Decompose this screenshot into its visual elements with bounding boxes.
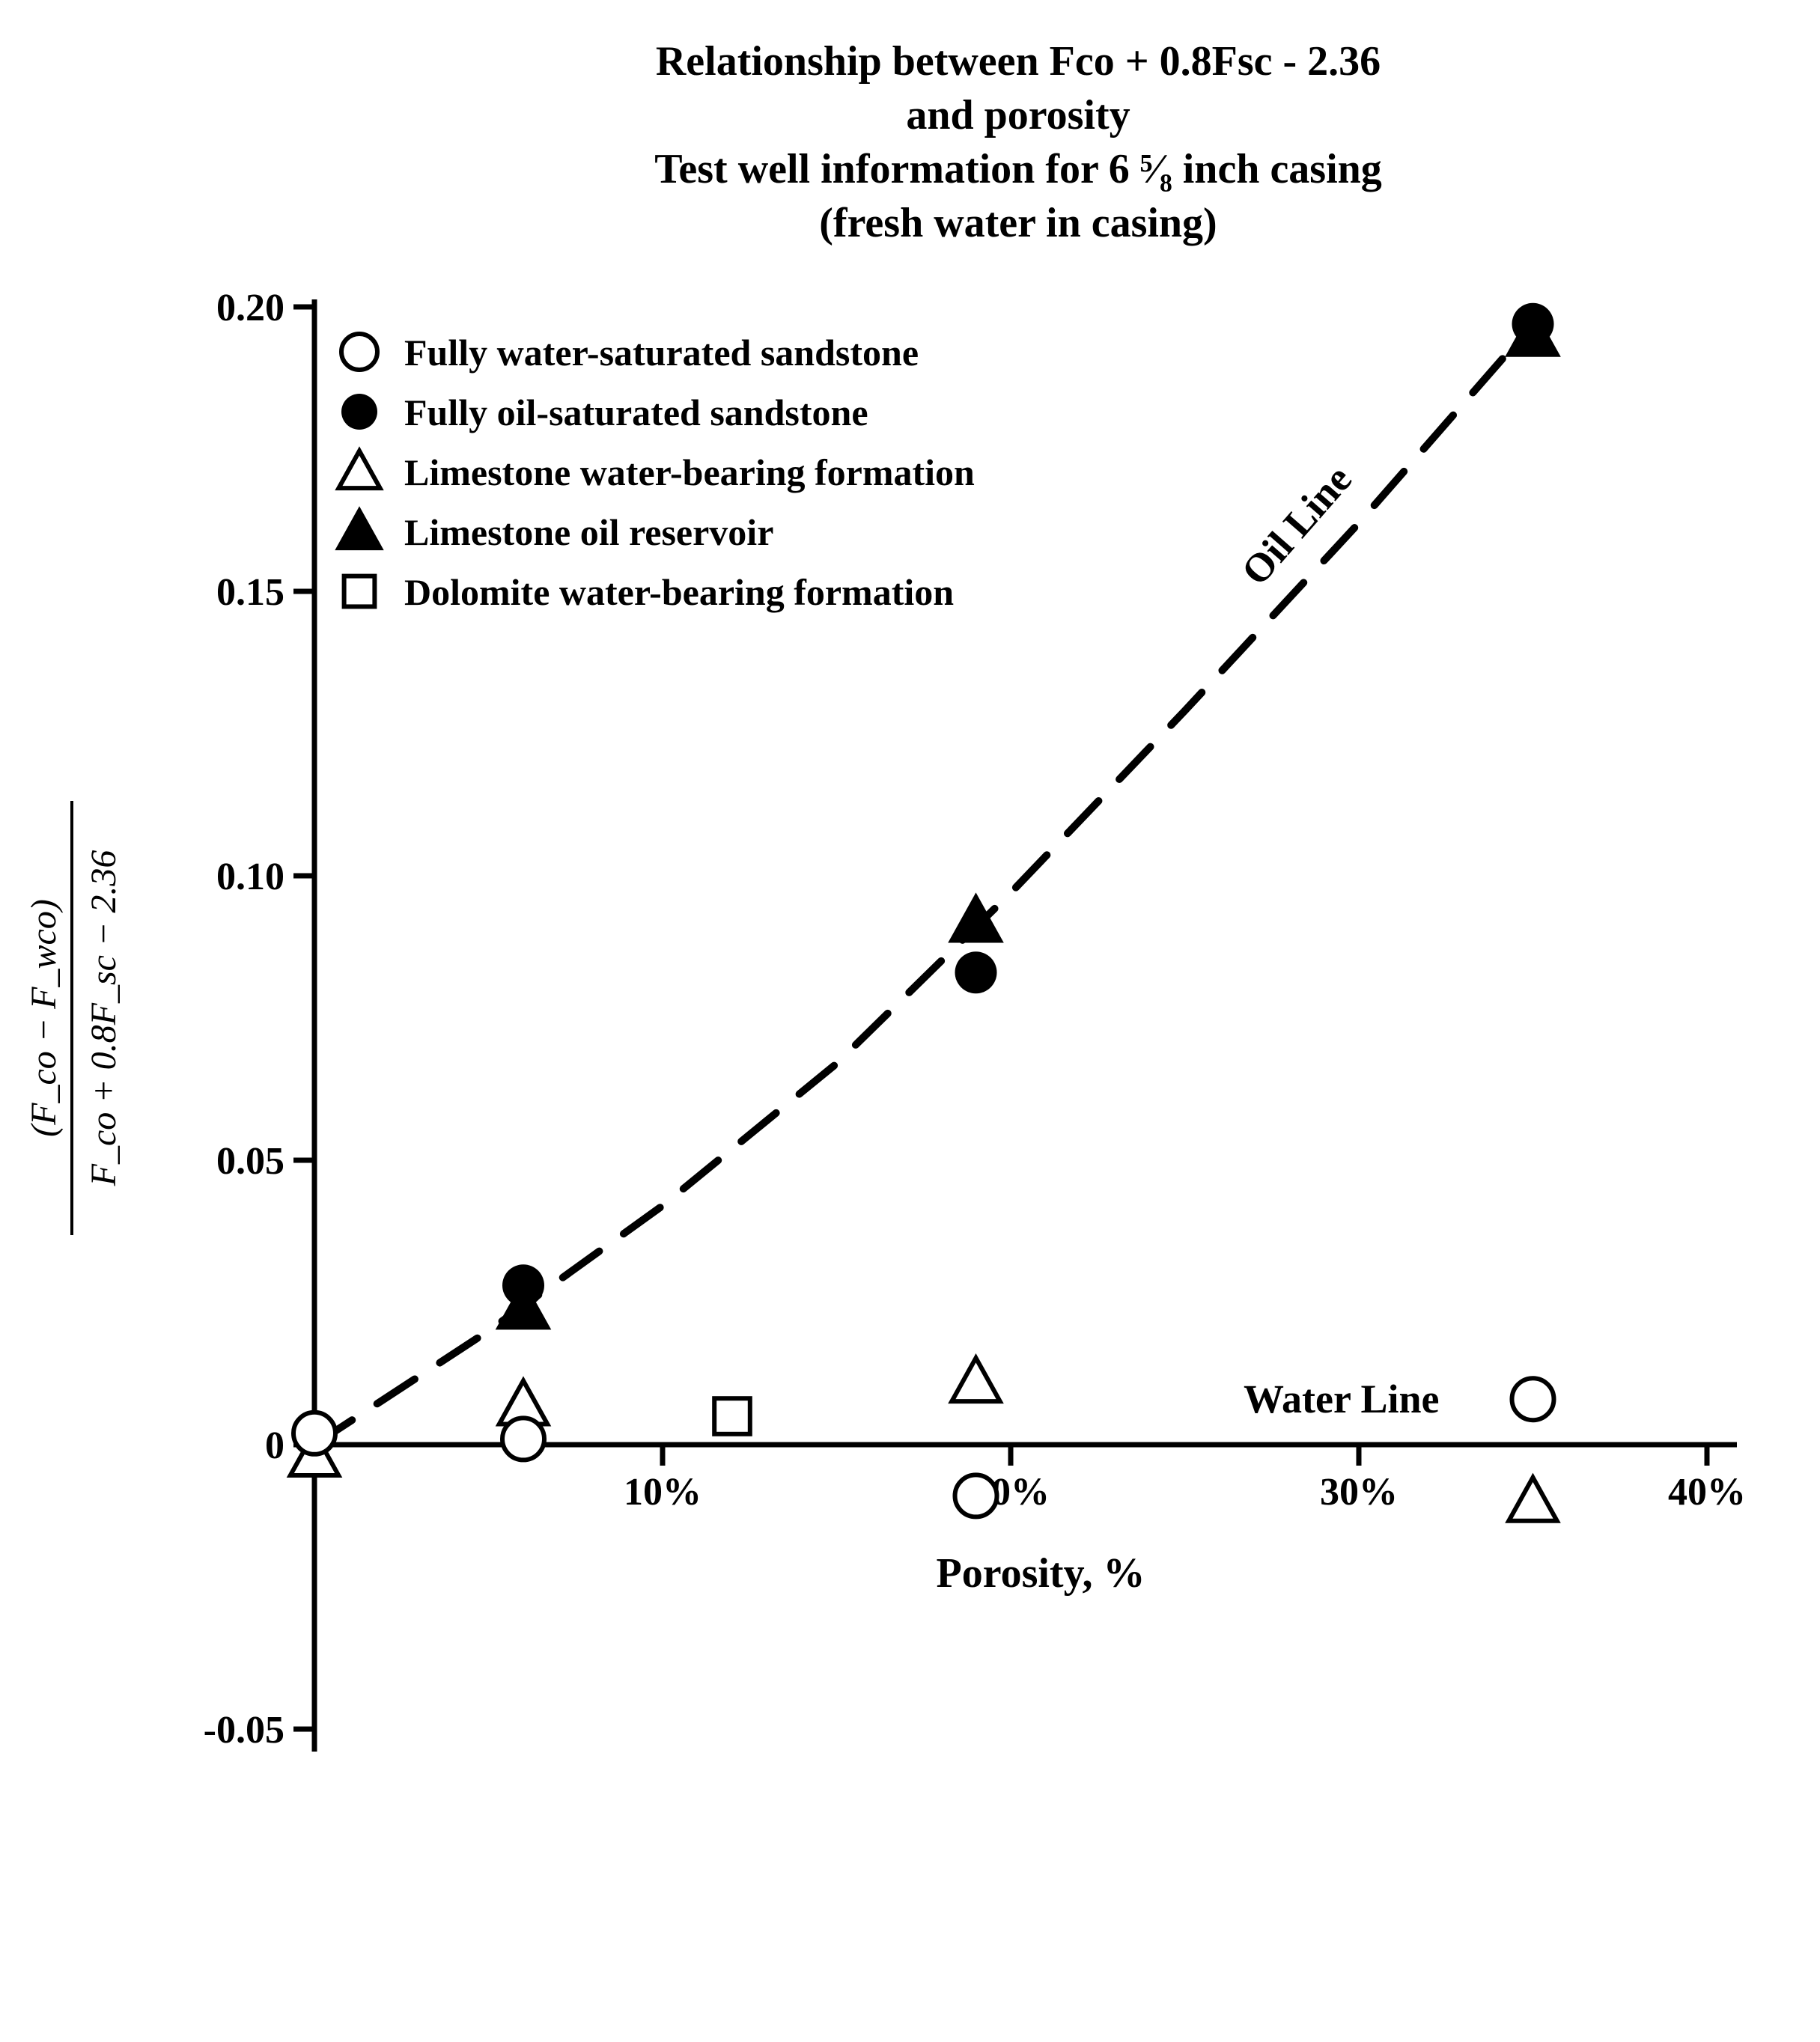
- y-tick-label: 0.05: [216, 1140, 284, 1183]
- legend-marker: [338, 451, 380, 488]
- chart-svg: Relationship between Fco + 0.8Fsc - 2.36…: [0, 0, 1820, 2042]
- y-axis-label: (F_co − F_wco) F_co + 0.8F_sc − 2.36: [24, 801, 124, 1235]
- y-tick-label: -0.05: [204, 1709, 284, 1752]
- y-tick-label: 0: [265, 1424, 284, 1467]
- legend-marker: [341, 394, 377, 430]
- data-point: [952, 897, 999, 941]
- legend-label: Fully oil-saturated sandstone: [404, 391, 868, 433]
- data-point: [714, 1398, 750, 1434]
- chart-title-line: (fresh water in casing): [819, 200, 1217, 246]
- svg-text:F_co + 0.8F_sc − 2.36: F_co + 0.8F_sc − 2.36: [84, 850, 124, 1187]
- x-tick-label: 40%: [1668, 1471, 1746, 1514]
- chart-title-line: Relationship between Fco + 0.8Fsc - 2.36: [656, 38, 1381, 85]
- legend-label: Fully water-saturated sandstone: [404, 332, 919, 374]
- data-point: [502, 1418, 544, 1460]
- data-point: [502, 1264, 544, 1306]
- legend-label: Limestone oil reservoir: [404, 511, 773, 553]
- x-tick-label: 30%: [1320, 1471, 1398, 1514]
- data-point: [1512, 1378, 1554, 1420]
- data-point: [955, 1475, 997, 1517]
- x-tick-label: 10%: [624, 1471, 701, 1514]
- chart-title-line: and porosity: [906, 92, 1130, 138]
- water-line-label: Water Line: [1244, 1377, 1439, 1421]
- data-point: [955, 951, 997, 993]
- y-tick-label: 0.15: [216, 571, 284, 614]
- y-tick-label: 0.10: [216, 856, 284, 898]
- chart-container: Relationship between Fco + 0.8Fsc - 2.36…: [0, 0, 1820, 2042]
- oil-line-label: Oil Line: [1232, 457, 1360, 594]
- y-tick-label: 0.20: [216, 287, 284, 329]
- legend-marker: [341, 334, 377, 370]
- legend-marker: [344, 576, 375, 607]
- chart-title-line: Test well information for 6 ⁵⁄₈ inch cas…: [654, 146, 1382, 192]
- data-point: [952, 1358, 999, 1401]
- x-axis-label: Porosity, %: [937, 1550, 1145, 1597]
- svg-text:(F_co − F_wco): (F_co − F_wco): [24, 899, 64, 1137]
- data-point: [293, 1412, 335, 1454]
- data-point: [1512, 303, 1554, 345]
- data-point: [1509, 1478, 1556, 1521]
- legend-label: Limestone water-bearing formation: [404, 451, 975, 493]
- legend-label: Dolomite water-bearing formation: [404, 571, 954, 613]
- legend-marker: [338, 510, 380, 548]
